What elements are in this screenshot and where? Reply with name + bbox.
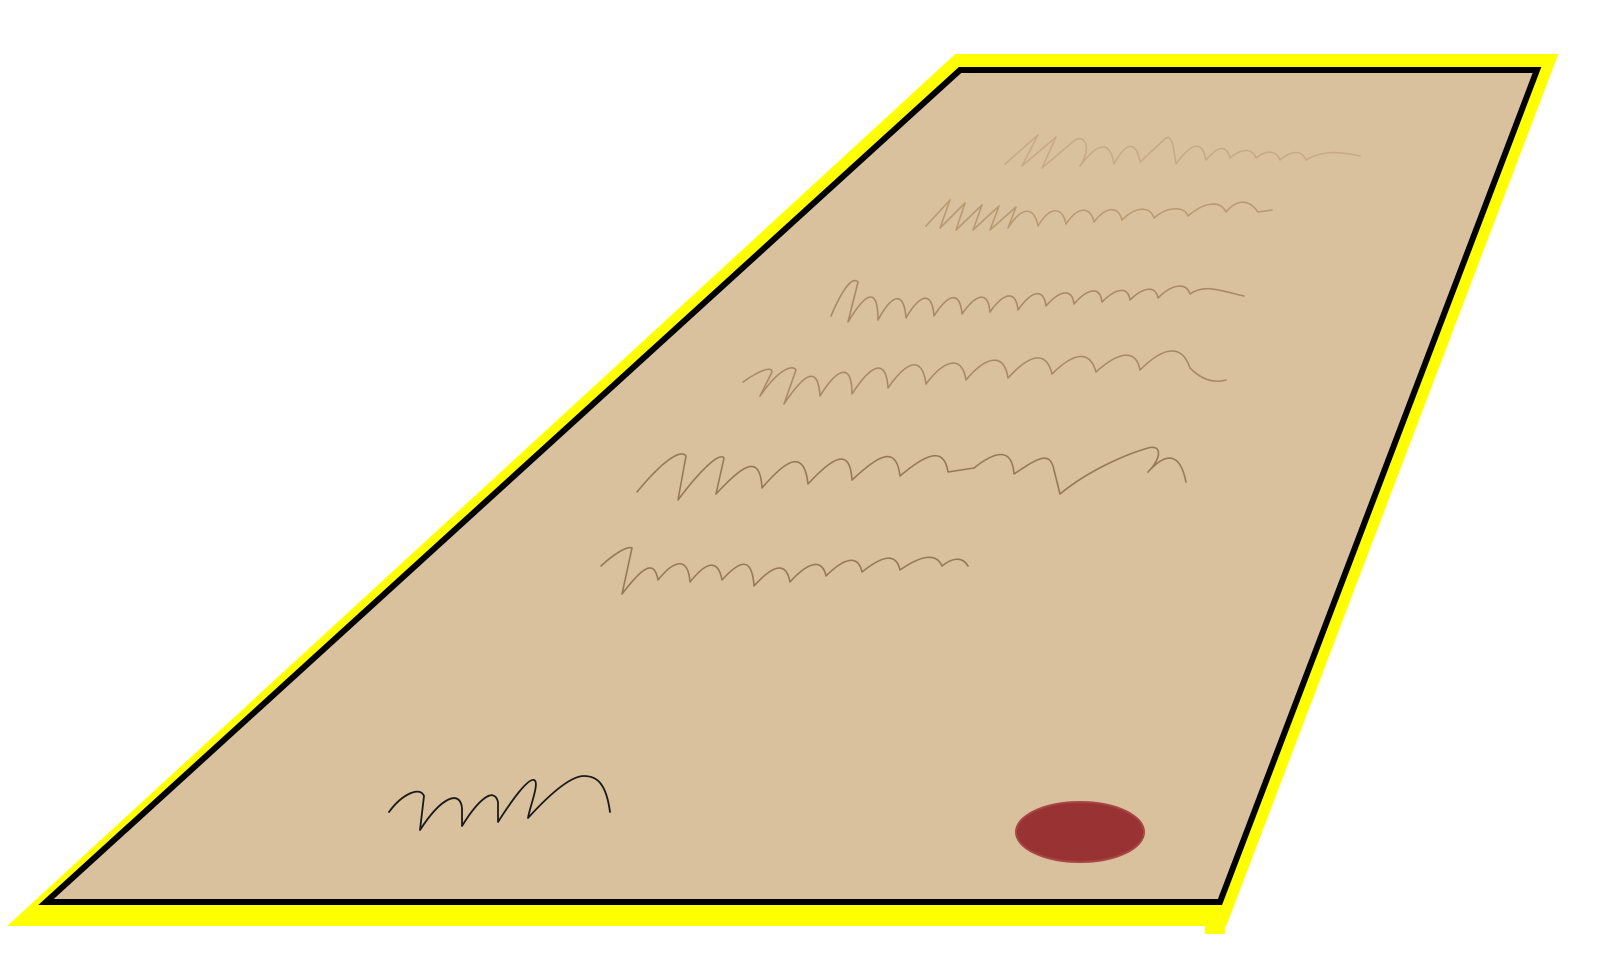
text-line-2 bbox=[925, 199, 1273, 231]
handwritten-text bbox=[600, 134, 1361, 595]
document bbox=[7, 54, 1559, 934]
text-line-3 bbox=[830, 279, 1245, 323]
document-paper bbox=[38, 67, 1542, 905]
document-glow-tab bbox=[1205, 904, 1225, 934]
text-line-5 bbox=[636, 446, 1187, 501]
text-line-1 bbox=[1004, 134, 1361, 169]
text-line-6 bbox=[600, 546, 969, 595]
text-line-4 bbox=[742, 350, 1227, 405]
signature bbox=[388, 775, 611, 831]
wax-seal bbox=[1015, 801, 1145, 863]
